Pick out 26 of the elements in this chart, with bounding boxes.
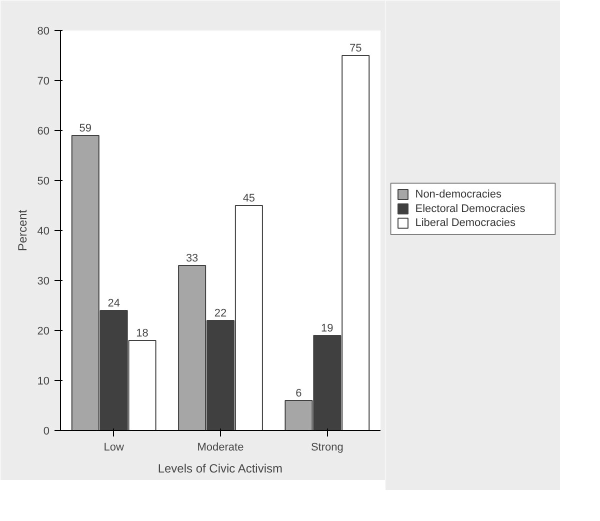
x-tick-label: Moderate <box>197 442 244 454</box>
y-tick-label: 80 <box>37 26 50 38</box>
y-tick-label: 40 <box>37 226 50 238</box>
legend-label: Non-democracies <box>415 188 502 200</box>
y-tick-label: 20 <box>37 326 50 338</box>
data-label: 22 <box>214 308 227 320</box>
data-label: 19 <box>321 322 334 334</box>
y-tick-label: 50 <box>37 176 50 188</box>
data-label: 18 <box>136 328 148 340</box>
data-label: 59 <box>79 122 92 134</box>
data-label: 45 <box>242 192 256 204</box>
legend-label: Electoral Democracies <box>415 202 526 215</box>
x-axis-title: Levels of Civic Activism <box>158 462 283 476</box>
y-axis-title: Percent <box>15 209 30 252</box>
data-label: 6 <box>296 388 302 400</box>
y-tick-label: 70 <box>37 76 50 88</box>
legend-label: Liberal Democracies <box>415 217 516 230</box>
data-label: 24 <box>108 298 120 310</box>
y-tick-label: 60 <box>37 126 50 138</box>
data-label: 33 <box>186 252 198 264</box>
x-tick-label: Strong <box>310 442 344 454</box>
y-tick-label: 10 <box>37 376 50 388</box>
y-tick-label: 30 <box>37 276 50 288</box>
y-tick-label: 0 <box>43 426 50 438</box>
data-label: 75 <box>349 42 362 54</box>
x-tick-label: Low <box>104 442 124 454</box>
